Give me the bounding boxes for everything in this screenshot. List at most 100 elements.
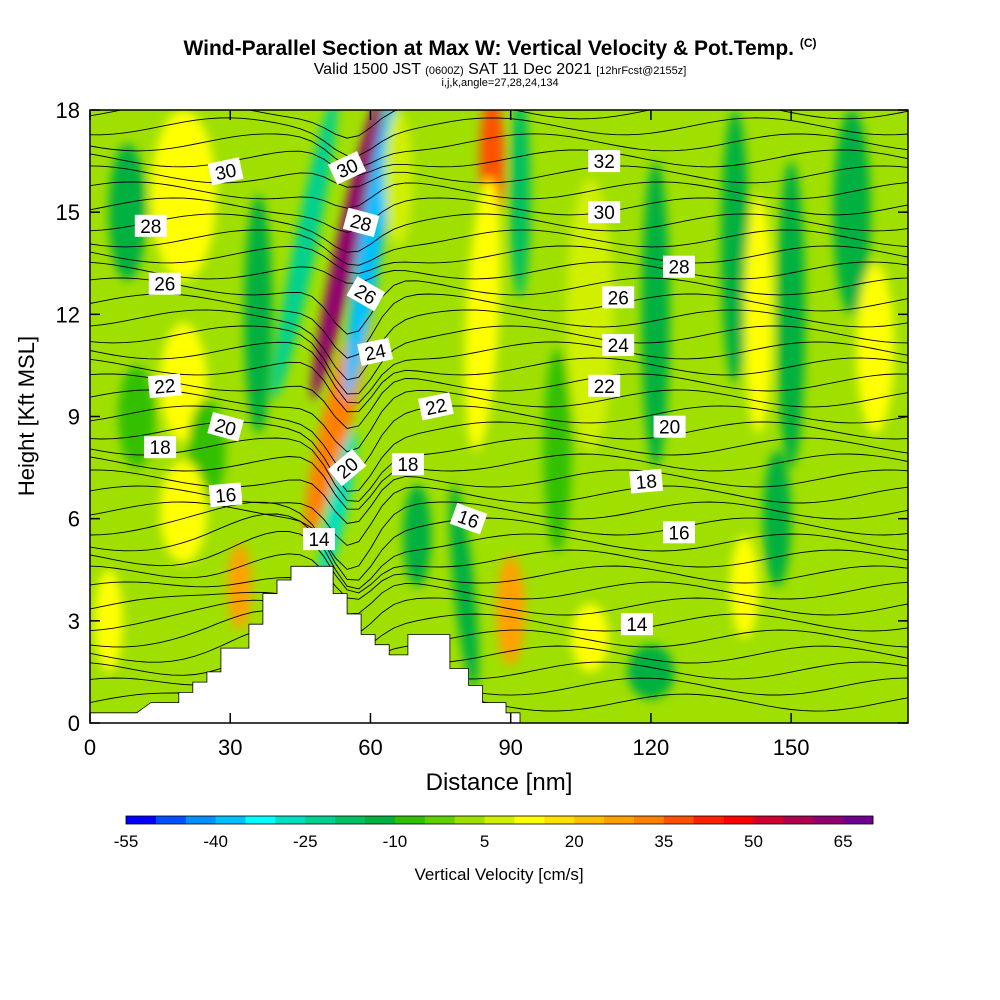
colorbar-swatch — [843, 816, 874, 824]
colorbar-swatch — [126, 816, 157, 824]
theta-contour — [90, 501, 908, 570]
colorbar-swatch — [335, 816, 366, 824]
theta-contour-label: 24 — [602, 334, 635, 357]
colorbar-swatch — [155, 816, 187, 824]
theta-contour — [90, 341, 908, 404]
svg-text:16: 16 — [668, 523, 689, 544]
x-tick-label: 60 — [358, 735, 382, 760]
theta-contour — [90, 165, 908, 188]
y-tick-label: 6 — [68, 507, 80, 532]
y-tick-label: 3 — [68, 609, 80, 634]
w-field-feature — [730, 535, 759, 638]
theta-contour-label: 20 — [653, 415, 686, 439]
colorbar-swatch — [514, 816, 545, 824]
theta-contour — [90, 357, 908, 413]
colorbar-swatch — [185, 816, 216, 824]
colorbar-swatch — [813, 816, 844, 824]
colorbar-tick-label: 35 — [654, 832, 673, 851]
theta-contour-label: 30 — [207, 157, 244, 186]
w-field-feature — [744, 195, 773, 434]
theta-contour-label: 14 — [303, 528, 335, 551]
colorbar-swatch — [424, 816, 455, 824]
w-field-feature — [833, 110, 871, 315]
colorbar-tick-label: 50 — [744, 832, 763, 851]
svg-text:20: 20 — [659, 418, 680, 439]
theta-contour-label: 30 — [588, 201, 621, 224]
theta-contour-label: 16 — [449, 502, 488, 535]
w-field-feature — [509, 110, 531, 298]
theta-contour — [90, 245, 908, 275]
w-field-feature — [464, 178, 501, 451]
w-field-feature — [344, 110, 397, 400]
w-field-feature — [384, 110, 413, 247]
colorbar-tick-label: -10 — [383, 832, 408, 851]
w-field-feature — [496, 556, 525, 666]
theta-contour — [90, 625, 908, 668]
w-field-feature — [856, 263, 894, 434]
theta-contour — [90, 325, 908, 395]
x-tick-label: 0 — [84, 735, 96, 760]
theta-contour — [90, 309, 908, 381]
colorbar-swatch — [454, 816, 485, 824]
colorbar-swatch — [753, 816, 784, 824]
colorbar-tick-label: 20 — [565, 832, 584, 851]
colorbar-swatch — [633, 816, 665, 824]
svg-text:16: 16 — [214, 485, 237, 508]
svg-text:28: 28 — [668, 258, 689, 279]
theta-contour — [90, 610, 908, 663]
w-field-feature — [227, 544, 252, 630]
theta-contour-label: 26 — [148, 272, 181, 296]
svg-text:26: 26 — [154, 275, 175, 296]
theta-contour-label: 18 — [391, 453, 424, 476]
w-field-feature — [571, 603, 609, 672]
theta-contour — [90, 530, 908, 594]
x-tick-label: 90 — [498, 735, 522, 760]
w-field-feature — [449, 484, 479, 689]
svg-text:22: 22 — [594, 377, 615, 398]
chart-subtitle-indices: i,j,k,angle=27,28,24,134 — [441, 77, 559, 89]
x-tick-label: 30 — [218, 735, 242, 760]
theta-contour-label: 18 — [144, 436, 177, 459]
svg-text:26: 26 — [608, 288, 629, 309]
colorbar-swatch — [723, 816, 754, 824]
colorbar-swatch — [783, 816, 814, 824]
svg-text:32: 32 — [594, 152, 615, 173]
x-axis-label: Distance [nm] — [426, 769, 573, 796]
theta-contour-label: 14 — [620, 613, 653, 636]
w-field-feature — [543, 348, 572, 553]
theta-contour — [90, 261, 908, 284]
y-tick-label: 15 — [56, 200, 80, 225]
w-field-feature — [160, 460, 207, 563]
colorbar-swatch — [484, 816, 515, 824]
svg-text:14: 14 — [308, 530, 330, 551]
theta-contour — [90, 293, 908, 359]
theta-contour — [90, 213, 908, 253]
theta-contour-label: 28 — [134, 214, 167, 238]
svg-text:24: 24 — [363, 341, 388, 366]
theta-contour — [90, 389, 908, 453]
colorbar-tick-label: -25 — [293, 832, 318, 851]
x-tick-label: 150 — [773, 735, 810, 760]
theta-contour-label: 32 — [588, 150, 621, 173]
w-field-feature — [721, 110, 750, 383]
colorbar-swatch — [663, 816, 695, 824]
svg-text:18: 18 — [150, 438, 171, 459]
colorbar-swatch — [275, 816, 306, 824]
theta-contour — [90, 181, 908, 209]
y-tick-label: 18 — [56, 98, 80, 123]
theta-contour — [90, 513, 908, 590]
w-field-feature — [150, 110, 217, 281]
y-tick-label: 0 — [68, 711, 80, 736]
theta-contour — [90, 117, 908, 157]
svg-text:24: 24 — [608, 336, 630, 357]
colorbar: -55 -40 -25 -10 5 20 35 50 65 — [114, 815, 874, 851]
w-field-feature — [777, 161, 806, 468]
colorbar-swatch — [394, 816, 426, 824]
colorbar-tick-label: -40 — [203, 832, 228, 851]
colorbar-tick-label: -55 — [114, 832, 139, 851]
svg-text:28: 28 — [140, 217, 161, 238]
theta-contour — [90, 229, 908, 266]
colorbar-swatch — [544, 816, 575, 824]
